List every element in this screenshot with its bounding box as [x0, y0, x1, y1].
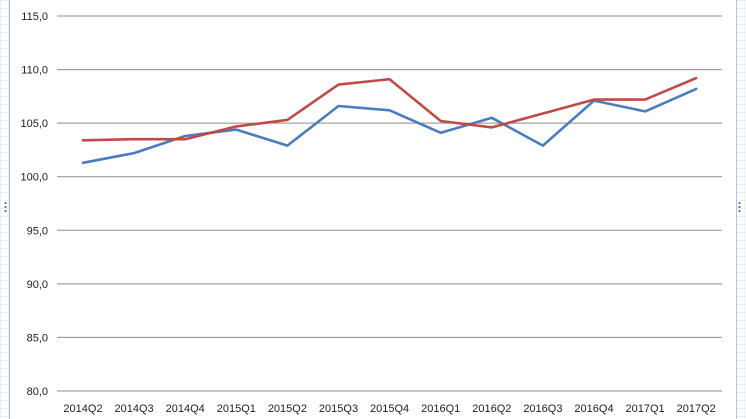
series-lines: [81, 76, 698, 165]
series-line-2: [81, 76, 698, 142]
resize-handle-right-icon[interactable]: [738, 201, 741, 213]
y-tick-label: 105,0: [20, 118, 48, 130]
y-tick-label: 100,0: [20, 172, 48, 184]
x-tick-label: 2014Q4: [166, 403, 205, 415]
y-tick-label: 80,0: [27, 386, 48, 398]
x-tick-label: 2015Q3: [319, 403, 358, 415]
y-tick-label: 85,0: [27, 332, 48, 344]
chart-left-border: [9, 0, 10, 419]
x-axis-tick-labels: 2014Q2 2014Q3 2014Q4 2015Q1 2015Q2 2015Q3 2015…: [63, 403, 715, 415]
chart-right-border: [736, 0, 737, 419]
y-axis-tick-labels: 80,0 85,0 90,0 95,0 100,0 105,0 110,0 115,0: [20, 11, 48, 398]
y-tick-label: 115,0: [21, 11, 48, 23]
x-tick-label: 2015Q4: [370, 403, 409, 415]
y-tick-label: 95,0: [27, 225, 48, 237]
x-tick-label: 2015Q2: [268, 403, 307, 415]
x-tick-label: 2016Q2: [472, 403, 511, 415]
x-tick-label: 2016Q4: [574, 403, 613, 415]
x-tick-label: 2017Q2: [677, 403, 716, 415]
y-tick-label: 110,0: [21, 65, 48, 77]
x-tick-label: 2016Q1: [421, 403, 460, 415]
x-tick-label: 2014Q3: [115, 403, 154, 415]
x-tick-label: 2014Q2: [63, 403, 102, 415]
x-tick-label: 2015Q1: [217, 403, 256, 415]
y-tick-label: 90,0: [27, 279, 48, 291]
resize-handle-left-icon[interactable]: [4, 201, 7, 213]
gridlines: [57, 15, 722, 392]
x-tick-label: 2017Q1: [626, 403, 665, 415]
x-tick-label: 2016Q3: [523, 403, 562, 415]
